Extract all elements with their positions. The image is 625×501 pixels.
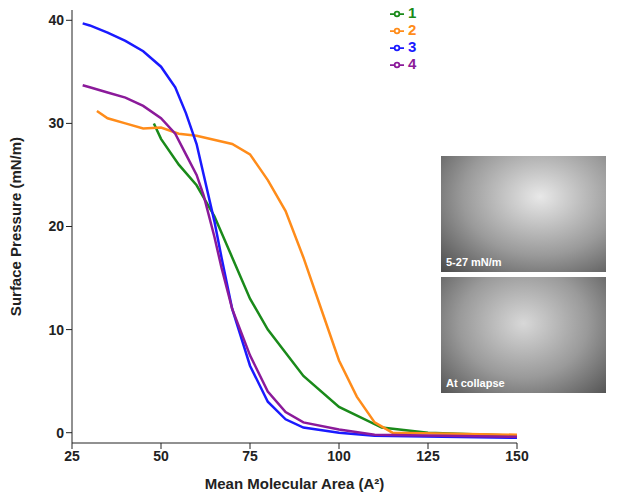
- svg-text:0: 0: [56, 425, 64, 441]
- svg-text:100: 100: [327, 448, 351, 464]
- svg-text:20: 20: [48, 218, 64, 234]
- svg-text:150: 150: [505, 448, 529, 464]
- html-text:2: 2: [408, 21, 417, 38]
- svg-text:50: 50: [153, 448, 169, 464]
- html-text:5-27 mN/m: 5-27 mN/m: [446, 256, 502, 268]
- html-text:3: 3: [408, 38, 417, 56]
- svg-text:30: 30: [48, 115, 64, 131]
- svg-text:40: 40: [48, 12, 64, 28]
- svg-text:75: 75: [242, 448, 258, 464]
- html-text:4: 4: [408, 55, 417, 73]
- svg-text:125: 125: [416, 448, 440, 464]
- html-text:At collapse: At collapse: [446, 377, 505, 389]
- svg-text:10: 10: [48, 322, 64, 338]
- svg-text:25: 25: [64, 448, 80, 464]
- svg-text:Mean Molecular Area (A²): Mean Molecular Area (A²): [205, 475, 384, 492]
- html-text:1: 1: [408, 4, 417, 21]
- svg-text:Surface Pressure (mN/m): Surface Pressure (mN/m): [7, 137, 24, 316]
